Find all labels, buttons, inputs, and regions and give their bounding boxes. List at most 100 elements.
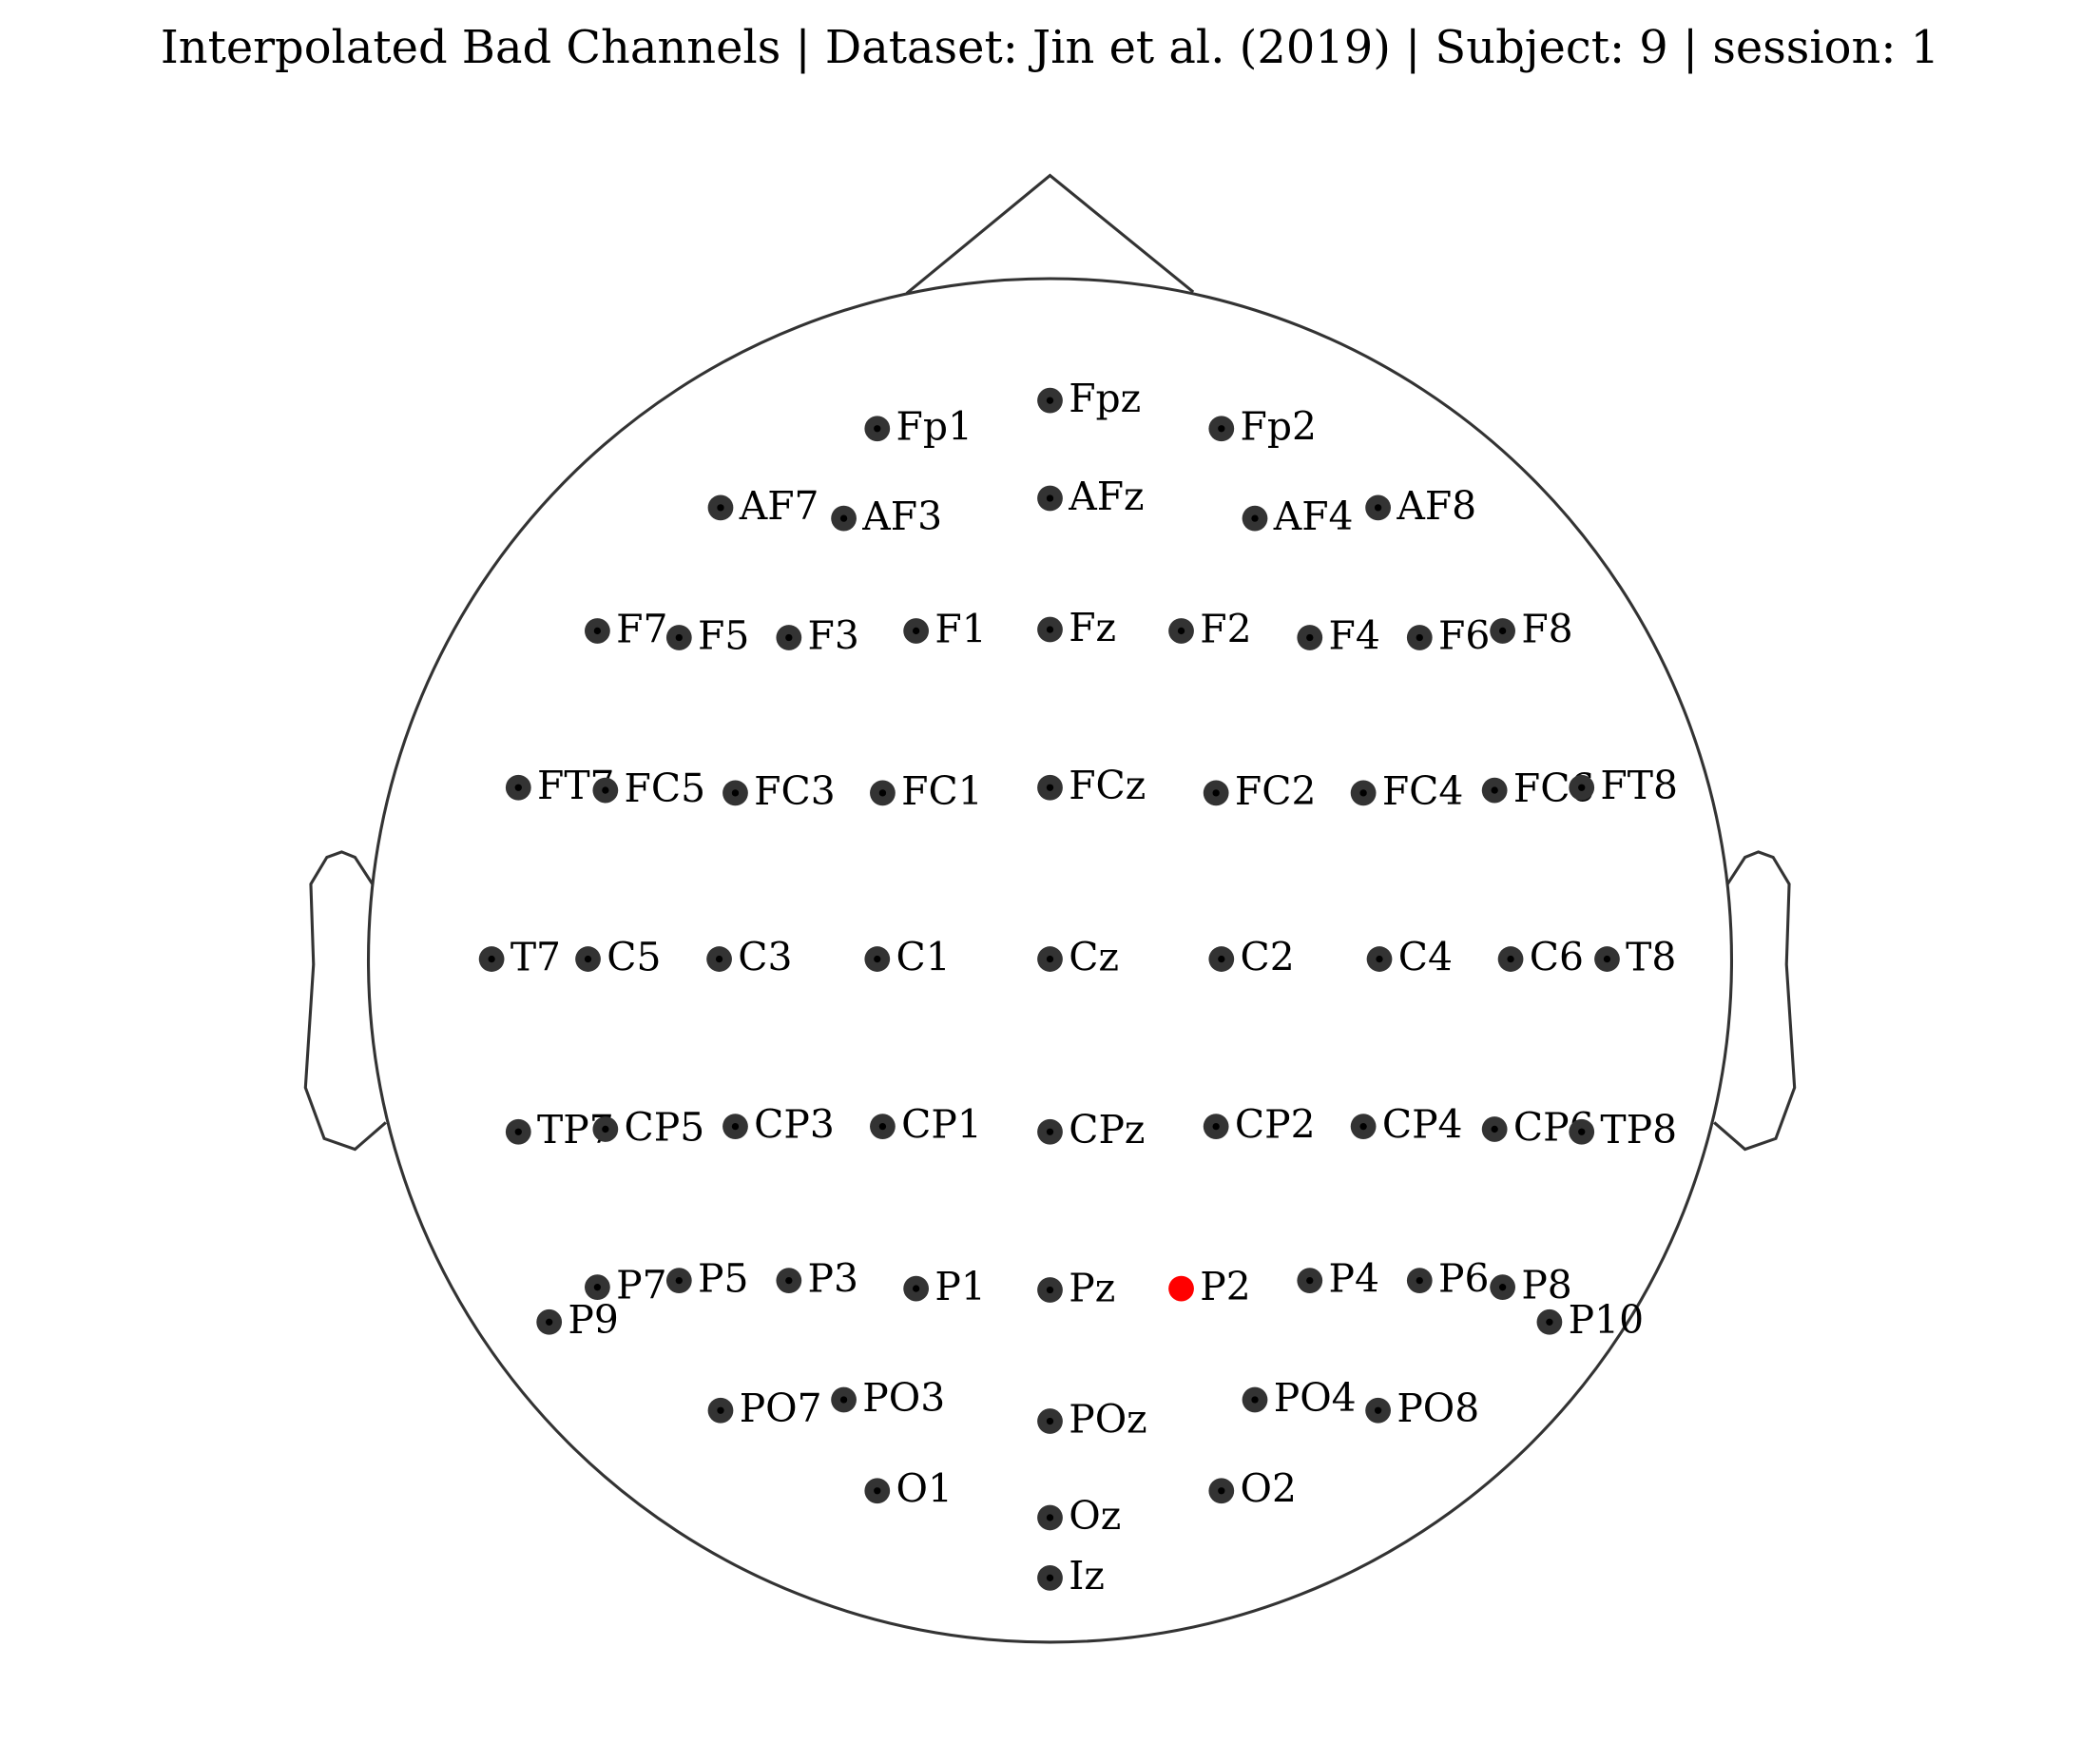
sensor-label: TP8 [1600,1107,1677,1153]
sensor-label: CP1 [901,1102,982,1148]
sensor-label: Fp2 [1241,404,1317,450]
sensor-label: FC4 [1382,768,1464,814]
sensor-label: P3 [808,1256,858,1302]
sensor-center [1359,1122,1367,1131]
sensor-center [1374,504,1382,512]
sensor-center [717,504,724,512]
sensor-center [602,786,609,794]
sensor-center [1359,789,1367,797]
sensor-label: FC2 [1235,768,1317,814]
sensor-center [1507,955,1514,963]
sensor-center [912,627,920,635]
right-ear [1713,850,1797,1152]
sensor-center [1046,1574,1054,1581]
sensor-center [1212,1122,1220,1131]
sensor-label: AF7 [739,483,819,529]
sensor-center [839,1396,848,1404]
sensor-center [731,1122,740,1131]
sensor-center [1416,1276,1423,1285]
sensor-center [1416,633,1423,642]
sensor-label: P10 [1569,1297,1644,1343]
sensor-label: Pz [1069,1265,1115,1310]
sensor-center [593,1284,602,1291]
sensor-center [1046,494,1054,502]
sensor-center [1498,1284,1507,1291]
sensor-center [602,1125,609,1134]
sensor-label: FC5 [625,765,706,811]
sensor-center [874,1487,881,1495]
sensor-label: P2 [1200,1264,1250,1309]
sensor-center [874,425,881,433]
sensor-label: P6 [1438,1256,1489,1302]
sensor-center [1306,1276,1314,1285]
sensor-label: Cz [1069,934,1119,979]
left-ear [303,850,387,1152]
sensor-label: Fpz [1069,376,1141,421]
sensor-center [912,1285,920,1292]
sensor-center [1306,633,1314,642]
sensor-label: C1 [896,934,951,979]
sensor-label: F1 [934,606,986,651]
sensor-center [1046,1417,1054,1425]
sensor-label: Fz [1069,605,1116,650]
sensor-label: FC1 [901,768,983,814]
sensor-center [1218,1487,1225,1495]
sensor-label: CP2 [1235,1102,1316,1148]
sensor-label: F6 [1438,612,1490,658]
sensor-label: Iz [1069,1553,1105,1599]
sensor-label: CPz [1069,1107,1145,1153]
bad-sensor [1168,1275,1194,1302]
sensor-center [1546,1318,1553,1326]
sensor-center [1491,1125,1498,1134]
sensor-center [1177,627,1185,635]
nose [905,173,1195,295]
sensor-center [1578,1128,1586,1135]
sensor-label: C4 [1398,934,1453,979]
sensor-center [675,1276,683,1285]
sensor-label: CP3 [754,1102,835,1148]
sensor-center [1491,786,1498,794]
sensor-center [546,1318,553,1326]
sensor-center [1046,1286,1054,1294]
sensor-label: FCz [1069,763,1146,808]
sensor-label: F2 [1200,606,1251,651]
sensor-center [717,1406,724,1414]
sensor-label: Oz [1069,1493,1121,1539]
sensor-label: O2 [1241,1466,1297,1512]
sensor-label: F8 [1521,606,1572,651]
sensor-label: P1 [934,1264,985,1309]
sensor-center [1046,784,1054,791]
sensor-label: T8 [1626,934,1676,979]
sensor-center [878,1122,887,1131]
sensor-label: C5 [607,934,661,979]
sensor-label: Fp1 [896,404,973,450]
sensor-center [715,955,723,963]
sensor-label: CP5 [625,1104,705,1150]
sensor-label: AF8 [1396,483,1476,529]
sensor-label: FT8 [1600,763,1678,808]
sensor-center [785,633,793,642]
sensor-label: P7 [616,1263,666,1308]
sensor-label: P8 [1521,1263,1571,1308]
sensor-label: F4 [1328,612,1379,658]
sensor-center [1251,1396,1259,1404]
sensor-center [514,1128,522,1135]
sensor-center [488,955,495,963]
sensor-label: AFz [1068,474,1144,519]
sensor-label: C2 [1241,934,1295,979]
sensor-center [1046,1128,1054,1135]
sensor-center [874,955,881,963]
sensor-label: CP4 [1382,1102,1463,1148]
sensor-center [1046,1514,1054,1521]
sensor-center [1218,425,1225,433]
head-outline [366,277,1734,1644]
sensor-center [1251,514,1259,522]
sensor-label: PO4 [1274,1375,1357,1421]
sensor-label: C6 [1530,934,1584,979]
sensor-label: PO8 [1397,1386,1479,1431]
sensor-label: PO7 [740,1386,822,1431]
sensors: Fp1 Fpz Fp2 AF7 AF3 AFz AF4 AF8 F7 F5 F3 F1 Fz F2 F4 F6… [478,376,1678,1599]
sensor-label: O1 [896,1466,953,1512]
